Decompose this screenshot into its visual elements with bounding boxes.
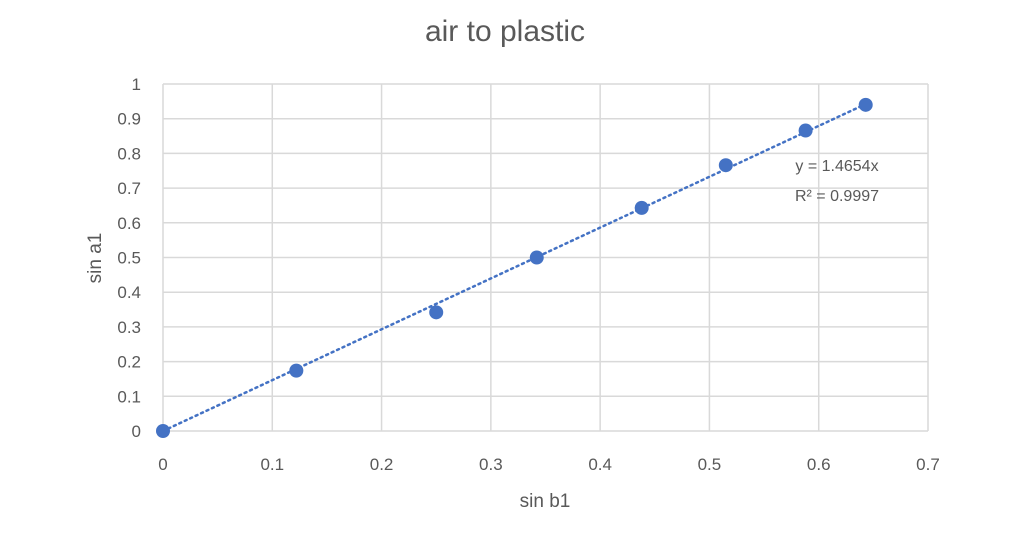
y-tick-label: 0.2 [117,353,141,372]
x-axis-label: sin b1 [520,491,571,512]
x-tick-label: 0 [158,455,167,474]
y-tick-label: 1 [132,75,141,94]
trendline [161,102,867,433]
data-point [529,250,544,265]
data-point [429,305,444,320]
y-tick-label: 0.5 [117,249,141,268]
x-tick-label: 0.6 [807,455,831,474]
grid [162,83,929,432]
y-axis-label: sin a1 [85,233,106,284]
x-tick-label: 0.2 [370,455,394,474]
y-axis-ticks: 0 0.1 0.2 0.3 0.4 0.5 0.6 0.7 0.8 0.9 1 [117,75,141,441]
x-tick-label: 0.1 [260,455,284,474]
x-axis-ticks: 0 0.1 0.2 0.3 0.4 0.5 0.6 0.7 [158,455,940,474]
y-tick-label: 0.6 [117,214,141,233]
data-point [798,123,813,138]
y-tick-label: 0.3 [117,318,141,337]
data-point [289,363,304,378]
y-tick-label: 0.7 [117,179,141,198]
y-tick-label: 0 [132,422,141,441]
data-point [718,158,733,173]
data-point [634,200,649,215]
y-tick-label: 0.4 [117,283,141,302]
x-tick-label: 0.7 [916,455,940,474]
trendline-r-squared: R² = 0.9997 [795,188,879,205]
trendline-equation: y = 1.4654x [795,158,878,175]
data-points [156,97,873,438]
x-tick-label: 0.3 [479,455,503,474]
y-tick-label: 0.1 [117,387,141,406]
x-tick-label: 0.5 [698,455,722,474]
y-tick-label: 0.8 [117,144,141,163]
chart-title: air to plastic [425,15,585,48]
data-point [858,97,873,112]
x-tick-label: 0.4 [588,455,612,474]
y-tick-label: 0.9 [117,110,141,129]
data-point [156,424,170,438]
